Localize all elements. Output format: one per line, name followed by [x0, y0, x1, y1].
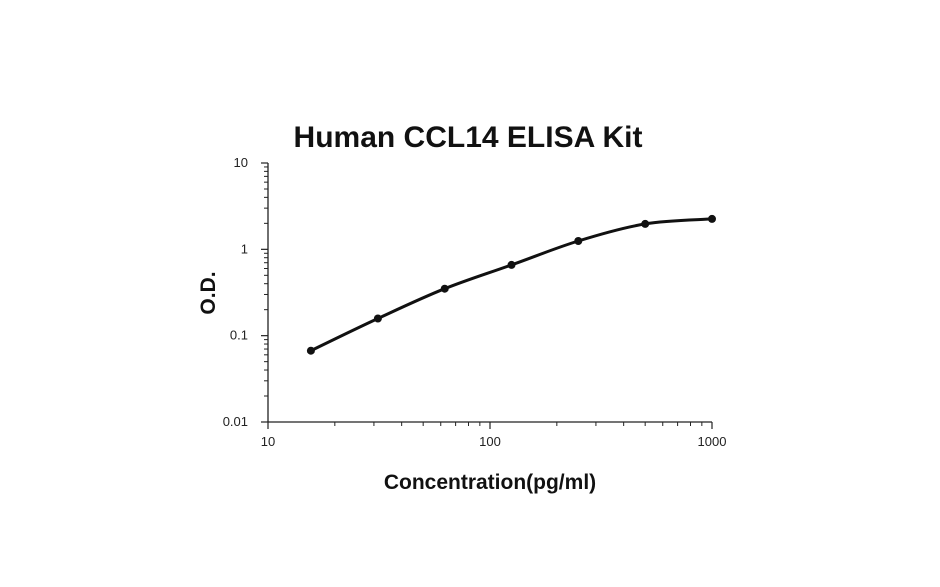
- y-tick-label: 1: [241, 241, 248, 256]
- x-tick-label: 10: [261, 434, 275, 449]
- data-point: [440, 284, 449, 293]
- plot-axes: [267, 163, 712, 423]
- data-point: [306, 346, 315, 355]
- x-tick-label: 1000: [698, 434, 727, 449]
- axis-ticks: [261, 162, 713, 429]
- chart-title: Human CCL14 ELISA Kit: [294, 121, 643, 154]
- data-point: [641, 219, 650, 228]
- tick-labels: 0.01 0.1 1 10 10 100 1000: [223, 155, 727, 449]
- y-tick-label: 0.01: [223, 414, 248, 429]
- data-points: [306, 214, 716, 355]
- data-point: [507, 260, 516, 269]
- data-point: [574, 237, 583, 245]
- data-point: [708, 214, 716, 223]
- data-point: [373, 314, 382, 323]
- x-axis-label: Concentration(pg/ml): [384, 471, 596, 494]
- y-tick-label: 0.1: [230, 328, 248, 343]
- x-tick-label: 100: [479, 434, 501, 449]
- fit-curve: [310, 217, 713, 353]
- y-axis-label: O.D.: [197, 271, 220, 314]
- y-tick-label: 10: [234, 155, 248, 170]
